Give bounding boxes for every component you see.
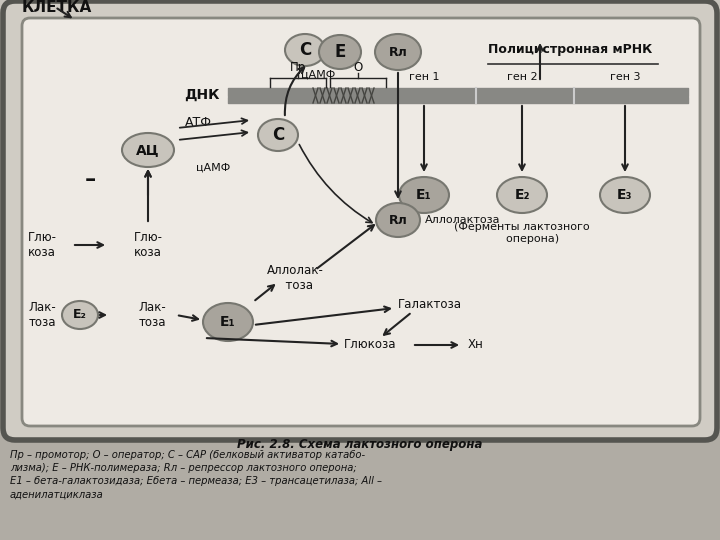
Text: Е₂: Е₂	[73, 308, 87, 321]
Text: Глюкоза: Глюкоза	[343, 339, 396, 352]
Text: Rл: Rл	[389, 213, 408, 226]
Text: О: О	[354, 61, 363, 74]
Text: цАМФ: цАМФ	[196, 163, 230, 173]
Text: Пр: Пр	[290, 61, 306, 74]
Text: цАМФ: цАМФ	[301, 70, 335, 80]
Text: C: C	[272, 126, 284, 144]
Ellipse shape	[376, 203, 420, 237]
Ellipse shape	[399, 177, 449, 213]
Text: Пр – промотор; О – оператор; С – САР (белковый активатор катабо-
лизма); Е – РНК: Пр – промотор; О – оператор; С – САР (бе…	[10, 450, 382, 500]
Ellipse shape	[600, 177, 650, 213]
Ellipse shape	[319, 35, 361, 69]
Text: Полицистронная мРНК: Полицистронная мРНК	[488, 44, 652, 57]
Text: ДНК: ДНК	[184, 88, 220, 102]
FancyBboxPatch shape	[3, 1, 717, 440]
Ellipse shape	[258, 119, 298, 151]
Text: (Ферменты лактозного
      оперона): (Ферменты лактозного оперона)	[454, 222, 590, 244]
Ellipse shape	[203, 303, 253, 341]
Ellipse shape	[285, 34, 325, 66]
Ellipse shape	[375, 34, 421, 70]
Text: Е₃: Е₃	[617, 188, 633, 202]
Text: Е: Е	[334, 43, 346, 61]
Text: ген 2: ген 2	[507, 72, 537, 82]
Text: Галактоза: Галактоза	[398, 299, 462, 312]
Text: Е₁: Е₁	[220, 315, 236, 329]
FancyBboxPatch shape	[22, 18, 700, 426]
Ellipse shape	[497, 177, 547, 213]
Text: ген 3: ген 3	[610, 72, 640, 82]
Ellipse shape	[62, 301, 98, 329]
Text: Глю-
коза: Глю- коза	[27, 231, 56, 259]
Text: Лак-
тоза: Лак- тоза	[138, 301, 166, 329]
Text: ген 1: ген 1	[409, 72, 439, 82]
Text: Xн: Xн	[468, 339, 484, 352]
Text: Rл: Rл	[389, 45, 408, 58]
Text: Е₂: Е₂	[514, 188, 530, 202]
Text: АЦ: АЦ	[136, 143, 160, 157]
Text: Рис. 2.8. Схема лактозного оперона: Рис. 2.8. Схема лактозного оперона	[238, 438, 482, 451]
Text: Глю-
коза: Глю- коза	[133, 231, 163, 259]
Text: КЛЕТКА: КЛЕТКА	[22, 0, 92, 15]
Text: Лак-
тоза: Лак- тоза	[28, 301, 56, 329]
Text: Аллолактоза: Аллолактоза	[425, 215, 500, 225]
Text: АТФ: АТФ	[185, 116, 212, 129]
Text: –: –	[84, 170, 96, 190]
Text: C: C	[299, 41, 311, 59]
Bar	[0, 432, 720, 540]
Text: Аллолак-
  тоза: Аллолак- тоза	[266, 264, 323, 292]
Ellipse shape	[122, 133, 174, 167]
Text: Е₁: Е₁	[416, 188, 432, 202]
